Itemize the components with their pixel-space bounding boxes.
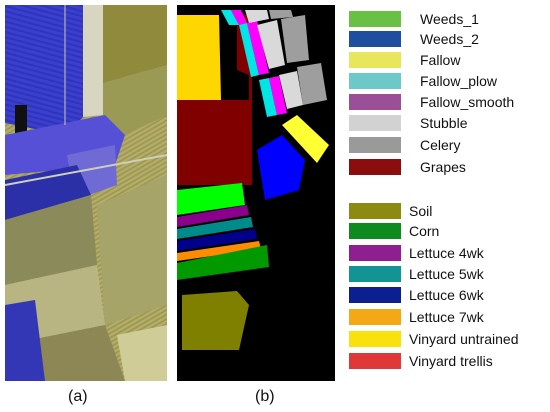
legend-entry: Weeds_2 <box>349 30 479 48</box>
legend-label: Fallow_smooth <box>420 94 515 110</box>
legend-swatch <box>349 203 401 219</box>
map-soil <box>182 291 249 350</box>
legend-entry: Stubble <box>349 114 467 132</box>
ground-truth-map <box>177 5 335 381</box>
map-lettuce-5wk <box>177 217 253 239</box>
aerial-image <box>5 5 167 381</box>
legend-swatch <box>349 245 401 261</box>
legend-entry: Fallow_smooth <box>349 93 514 111</box>
legend-entry: Vinyard untrained <box>349 330 518 348</box>
legend-label: Soil <box>409 203 433 219</box>
legend-entry: Vinyard trellis <box>349 352 493 370</box>
legend-swatch <box>349 52 401 68</box>
legend-label: Weeds_1 <box>420 11 479 27</box>
legend-swatch <box>349 73 401 89</box>
legend-swatch <box>349 94 401 110</box>
map-stubble-2 <box>257 20 285 69</box>
map-fallow-smooth-strip-2 <box>247 20 269 75</box>
legend-swatch <box>349 266 401 282</box>
legend-swatch <box>349 331 401 347</box>
legend-label: Stubble <box>420 115 468 131</box>
legend-swatch <box>349 353 401 369</box>
legend-label: Lettuce 7wk <box>409 309 484 325</box>
legend-swatch <box>349 115 401 131</box>
map-vinyard-untrained-top <box>177 15 221 100</box>
legend-swatch <box>349 287 401 303</box>
map-fallow-plow-strip-2 <box>239 23 259 77</box>
map-celery-1 <box>269 10 293 19</box>
legend-swatch <box>349 137 401 153</box>
map-lettuce-7wk <box>177 241 261 261</box>
legend-label: Lettuce 6wk <box>409 287 484 303</box>
map-fallow <box>282 115 329 163</box>
legend-label: Lettuce 5wk <box>409 266 484 282</box>
map-fallow-smooth-strip-3 <box>269 76 287 115</box>
legend-swatch <box>349 31 401 47</box>
legend-entry: Fallow <box>349 51 460 69</box>
map-stubble-1 <box>245 10 269 23</box>
map-celery-2 <box>281 15 309 63</box>
map-fallow-plow-strip-1 <box>221 10 239 25</box>
legend-label: Corn <box>409 223 440 239</box>
legend-swatch <box>349 159 401 175</box>
caption-a: (a) <box>68 388 88 405</box>
map-fallow-plow-strip-3 <box>259 78 277 117</box>
legend-label: Vinyard trellis <box>409 353 493 369</box>
legend-swatch <box>349 309 401 325</box>
legend-label: Vinyard untrained <box>409 331 519 347</box>
map-lettuce-4wk <box>177 205 249 227</box>
legend-label: Grapes <box>420 159 466 175</box>
legend-entry: Weeds_1 <box>349 10 479 28</box>
legend: Weeds_1 Weeds_2 Fallow Fallow_plow Fallow_sm… <box>349 0 549 380</box>
legend-entry: Lettuce 4wk <box>349 244 484 262</box>
legend-label: Celery <box>420 137 461 153</box>
caption-b: (b) <box>255 388 275 405</box>
legend-entry: Soil <box>349 202 432 220</box>
legend-swatch <box>349 11 401 27</box>
legend-entry: Lettuce 5wk <box>349 265 484 283</box>
legend-label: Weeds_2 <box>420 31 479 47</box>
legend-label: Fallow_plow <box>420 73 498 89</box>
map-weeds-1 <box>177 183 245 215</box>
legend-entry: Lettuce 6wk <box>349 286 484 304</box>
legend-entry: Fallow_plow <box>349 72 497 90</box>
map-corn <box>177 245 269 280</box>
map-weeds <box>257 135 305 200</box>
legend-label: Lettuce 4wk <box>409 245 484 261</box>
map-fallow-smooth-strip-1 <box>231 10 247 25</box>
legend-entry: Corn <box>349 222 439 240</box>
legend-entry: Lettuce 7wk <box>349 308 484 326</box>
map-celery-3 <box>297 63 327 105</box>
legend-entry: Celery <box>349 136 460 154</box>
legend-entry: Grapes <box>349 158 466 176</box>
map-lettuce-6wk <box>177 229 257 251</box>
legend-swatch <box>349 223 401 239</box>
map-stubble-3 <box>279 71 303 109</box>
legend-label: Fallow <box>420 52 461 68</box>
